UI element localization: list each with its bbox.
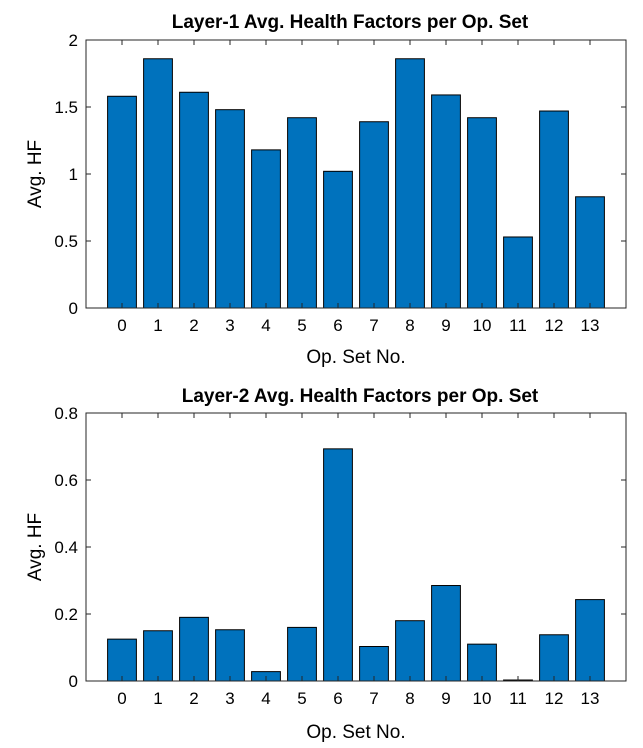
x-tick-label: 5 (297, 689, 306, 708)
bar-1 (143, 58, 173, 309)
chart-title: Layer-2 Avg. Health Factors per Op. Set (182, 386, 539, 407)
x-tick-label: 4 (261, 316, 270, 335)
x-tick-label: 9 (441, 316, 450, 335)
y-axis-label: Avg. HF (25, 140, 46, 208)
bar-6 (323, 170, 353, 309)
bar-1 (143, 630, 173, 682)
x-tick-label: 12 (545, 316, 564, 335)
bar-13 (575, 599, 605, 682)
x-tick-label: 5 (297, 316, 306, 335)
x-tick-label: 11 (509, 316, 527, 335)
chart-layer-1: Layer-1 Avg. Health Factors per Op. Set … (25, 12, 627, 368)
x-axis-label: Op. Set No. (306, 347, 405, 368)
bar-6 (323, 448, 353, 682)
x-tick-label: 10 (473, 689, 492, 708)
y-tick-label: 0.4 (54, 538, 78, 557)
bar-13 (575, 196, 605, 309)
y-tick-label: 0.6 (54, 471, 78, 490)
bar-3 (215, 629, 245, 682)
chart-layer-2: Layer-2 Avg. Health Factors per Op. Set … (25, 386, 627, 743)
x-tick-label: 1 (153, 316, 162, 335)
bar-8 (395, 620, 425, 682)
y-tick-label: 0.2 (54, 605, 78, 624)
bar-3 (215, 109, 245, 309)
bar-0 (107, 95, 137, 309)
x-tick-label: 9 (441, 689, 450, 708)
x-tick-label: 0 (117, 689, 126, 708)
y-axis-label: Avg. HF (25, 513, 46, 581)
bar-2 (179, 91, 209, 309)
bar-9 (431, 585, 461, 682)
x-tick-label: 8 (405, 316, 414, 335)
y-tick-label: 2 (69, 31, 78, 50)
x-tick-label: 2 (189, 316, 198, 335)
bar-11 (503, 236, 533, 309)
bar-2 (179, 616, 209, 682)
chart-title: Layer-1 Avg. Health Factors per Op. Set (172, 12, 529, 33)
x-tick-label: 0 (117, 316, 126, 335)
x-tick-label: 13 (581, 689, 600, 708)
bar-group (107, 448, 605, 682)
x-axis-label: Op. Set No. (306, 722, 405, 743)
x-tick-label: 12 (545, 689, 564, 708)
x-tick-label: 3 (225, 316, 234, 335)
x-tick-label: 8 (405, 689, 414, 708)
bar-group (107, 58, 605, 309)
x-tick-label: 1 (153, 689, 162, 708)
bar-7 (359, 121, 389, 309)
bar-0 (107, 638, 137, 682)
x-tick-label: 11 (509, 689, 527, 708)
bar-8 (395, 58, 425, 309)
x-tick-label: 3 (225, 689, 234, 708)
x-tick-label: 13 (581, 316, 600, 335)
y-tick-label: 1 (69, 165, 78, 184)
bar-10 (467, 117, 497, 309)
bar-9 (431, 94, 461, 309)
x-tick-label: 7 (369, 316, 378, 335)
bar-10 (467, 643, 497, 682)
x-tick-label: 6 (333, 316, 342, 335)
x-tick-label: 10 (473, 316, 492, 335)
y-tick-label: 0.5 (54, 232, 78, 251)
y-tick-label: 0 (69, 299, 78, 318)
x-tick-label: 6 (333, 689, 342, 708)
bar-4 (251, 149, 281, 309)
y-tick-label: 0 (69, 672, 78, 691)
x-tick-label: 7 (369, 689, 378, 708)
x-tick-label: 2 (189, 689, 198, 708)
y-tick-label: 1.5 (54, 98, 78, 117)
bar-7 (359, 646, 389, 682)
y-tick-label: 0.8 (54, 404, 78, 423)
bar-12 (539, 634, 569, 682)
bar-12 (539, 110, 569, 309)
bar-5 (287, 626, 317, 682)
x-tick-label: 4 (261, 689, 270, 708)
bar-5 (287, 117, 317, 309)
